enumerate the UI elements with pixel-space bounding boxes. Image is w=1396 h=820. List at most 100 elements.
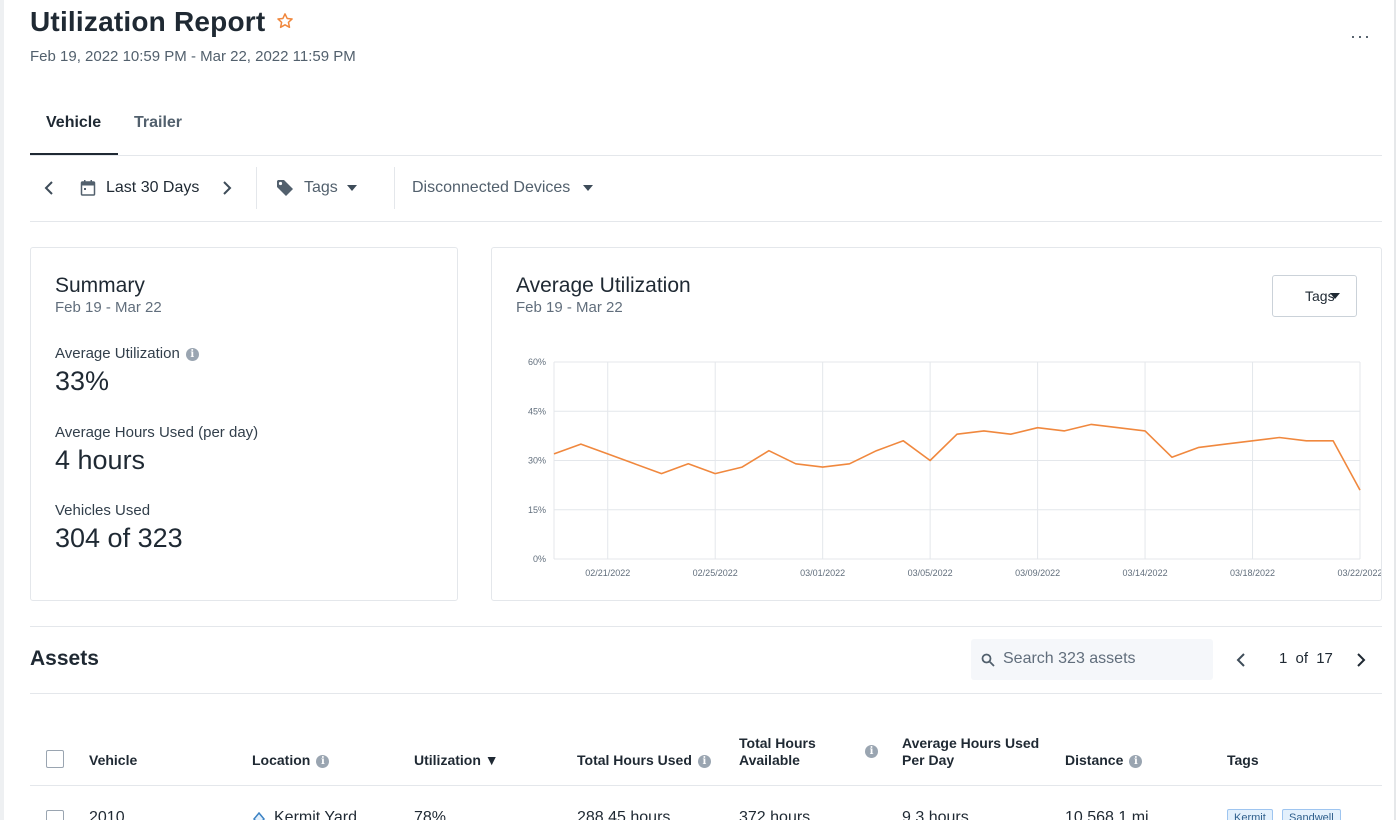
data-point (740, 465, 744, 469)
x-tick-label: 02/21/2022 (585, 568, 630, 578)
active-tab-indicator (30, 153, 118, 155)
pagination-next-icon[interactable] (1354, 652, 1368, 668)
cell-total-hours-available: 372 hours (739, 809, 811, 820)
tab-trailer[interactable]: Trailer (134, 114, 183, 131)
page-total: 17 (1316, 650, 1333, 667)
summary-subtitle: Feb 19 - Mar 22 (55, 299, 162, 316)
y-tick-label: 60% (528, 357, 546, 367)
metric-value-average-utilization: 33% (55, 366, 110, 396)
column-header-location[interactable]: Location i (252, 752, 330, 769)
tag-chip[interactable]: Sandwell (1282, 809, 1341, 820)
tag-chip[interactable]: Kermit (1227, 809, 1273, 820)
x-tick-label: 03/01/2022 (800, 568, 845, 578)
cell-vehicle[interactable]: 2010 (89, 809, 125, 820)
column-header-total-hours-available[interactable]: Total Hours Available (739, 735, 816, 768)
column-header-distance-label: Distance (1065, 752, 1124, 768)
column-header-total-hours-used[interactable]: Total Hours Used i (577, 752, 711, 769)
cell-location[interactable]: Kermit Yard (274, 809, 357, 820)
assets-title: Assets (30, 647, 99, 670)
data-point (1170, 455, 1174, 459)
chevron-right-icon[interactable] (220, 179, 234, 197)
column-header-utilization[interactable]: Utilization ▼ (414, 752, 499, 768)
info-icon[interactable]: i (1129, 754, 1143, 768)
data-point (928, 459, 932, 463)
location-pin-icon (253, 812, 265, 820)
column-header-vehicle[interactable]: Vehicle (89, 752, 138, 768)
x-tick-label: 02/25/2022 (693, 568, 738, 578)
column-header-tags: Tags (1227, 752, 1259, 768)
tab-bar: Vehicle Trailer (30, 96, 1382, 156)
search-input[interactable] (1003, 647, 1203, 671)
data-point (606, 452, 610, 456)
column-header-total-hours-used-label: Total Hours Used (577, 752, 692, 768)
filter-toolbar: Last 30 Days Tags Disconnected Devices (30, 157, 1382, 222)
divider (394, 167, 395, 209)
data-point (659, 472, 663, 476)
chart-tags-button[interactable]: Tags (1272, 275, 1357, 317)
data-point (1062, 429, 1066, 433)
x-tick-label: 03/18/2022 (1230, 568, 1275, 578)
data-point (1197, 445, 1201, 449)
divider (30, 693, 1382, 694)
data-point (821, 465, 825, 469)
x-tick-label: 03/14/2022 (1123, 568, 1168, 578)
data-point (901, 439, 905, 443)
calendar-icon (80, 180, 96, 196)
utilization-line-chart: 0% 15% 30% 45% 60% 02/21/2022 02/25/2022 03/01/… (528, 357, 1381, 578)
metric-value-vehicles-used: 304 of 323 (55, 523, 183, 553)
data-point (1116, 426, 1120, 430)
data-point (1089, 422, 1093, 426)
column-header-location-label: Location (252, 752, 311, 768)
chart-tags-label: Tags (1305, 288, 1335, 304)
asset-search[interactable] (971, 639, 1213, 680)
pagination-status: 1 of 17 (1279, 650, 1333, 667)
data-point (848, 462, 852, 466)
column-header-average-hours[interactable]: Average Hours Used Per Day (902, 735, 1040, 768)
cell-average-hours: 9.3 hours (902, 809, 969, 820)
summary-title: Summary (55, 274, 145, 297)
page-of: of (1295, 650, 1309, 667)
tags-filter-dropdown[interactable]: Tags (304, 179, 338, 196)
data-point (1009, 432, 1013, 436)
x-tick-label: 03/09/2022 (1015, 568, 1060, 578)
y-tick-label: 30% (528, 456, 546, 466)
more-options-icon[interactable]: ··· (1350, 26, 1371, 46)
date-range-picker[interactable]: Last 30 Days (106, 179, 200, 196)
page-current: 1 (1279, 650, 1288, 667)
divider (256, 167, 257, 209)
left-edge (0, 0, 4, 820)
pagination-prev-icon[interactable] (1234, 652, 1248, 668)
y-tick-label: 0% (533, 554, 546, 564)
y-tick-label: 15% (528, 505, 546, 515)
metric-label: Average Utilization i (55, 345, 199, 362)
disconnected-devices-dropdown[interactable]: Disconnected Devices (412, 179, 571, 196)
chevron-left-icon[interactable] (42, 179, 56, 197)
right-edge (1394, 0, 1396, 820)
info-icon[interactable]: i (697, 754, 711, 768)
metric-label: Average Hours Used (per day) (55, 424, 259, 441)
data-point (794, 462, 798, 466)
report-date-range: Feb 19, 2022 10:59 PM - Mar 22, 2022 11:… (30, 48, 356, 65)
info-icon[interactable]: i (865, 745, 878, 758)
info-icon[interactable]: i (185, 347, 199, 361)
data-point (713, 472, 717, 476)
x-tick-label: 03/05/2022 (908, 568, 953, 578)
row-checkbox[interactable] (46, 810, 64, 820)
select-all-checkbox[interactable] (46, 750, 64, 768)
cell-utilization: 78% (414, 809, 447, 820)
table-header: Vehicle Location i Utilization ▼ Total Ho… (30, 730, 1382, 786)
table-row[interactable]: 2010 Kermit Yard 78% 288.45 hours 372 ho… (30, 787, 1382, 820)
utilization-series-line (553, 423, 1361, 491)
info-icon[interactable]: i (316, 754, 330, 768)
column-header-distance[interactable]: Distance i (1065, 752, 1143, 769)
chart-title: Average Utilization (516, 274, 691, 297)
caret-down-icon[interactable] (346, 184, 358, 192)
data-point (1224, 442, 1228, 446)
data-point (955, 432, 959, 436)
data-point (1277, 436, 1281, 440)
favorite-star-icon[interactable] (276, 12, 294, 30)
tab-vehicle[interactable]: Vehicle (46, 114, 102, 131)
average-utilization-card: Average Utilization Feb 19 - Mar 22 Tags… (491, 247, 1382, 601)
caret-down-icon[interactable] (582, 184, 594, 192)
data-point (1331, 439, 1335, 443)
